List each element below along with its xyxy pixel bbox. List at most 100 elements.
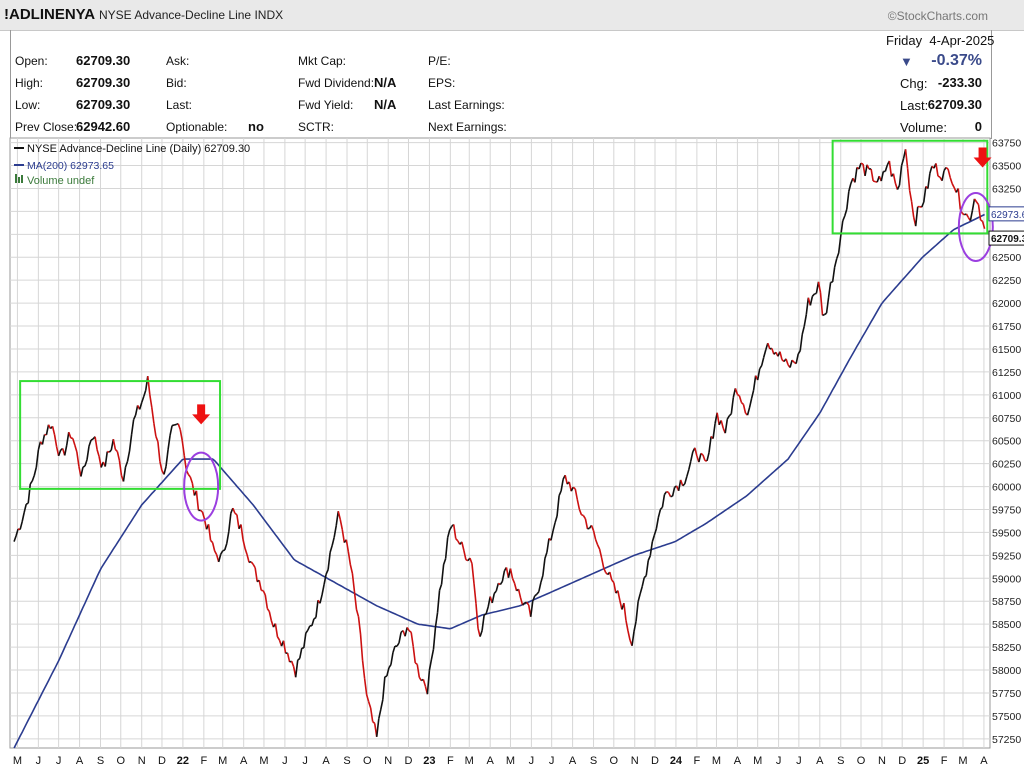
price-segment	[181, 440, 186, 456]
price-segment	[608, 571, 613, 581]
price-segment	[633, 620, 637, 632]
x-tick-label: O	[116, 755, 125, 767]
price-segment	[485, 606, 489, 615]
x-tick-label: O	[857, 755, 866, 767]
price-segment	[659, 506, 664, 510]
price-segment	[546, 538, 550, 553]
price-segment	[469, 557, 473, 564]
last-price-label: Last:	[900, 98, 929, 113]
price-segment	[463, 550, 467, 560]
price-segment	[951, 183, 955, 188]
price-segment	[590, 525, 595, 531]
price-segment	[325, 569, 329, 575]
price-segment	[501, 570, 506, 582]
price-segment	[947, 169, 951, 178]
high-value: 62709.30	[76, 75, 131, 90]
price-segment	[74, 444, 78, 453]
price-segment	[760, 357, 765, 366]
price-segment	[311, 618, 315, 626]
price-segment	[945, 166, 949, 170]
exchange-label: INDX	[254, 8, 284, 22]
price-segment	[824, 312, 828, 316]
last-label: Last:	[166, 98, 193, 112]
price-segment	[550, 530, 554, 541]
price-segment	[367, 701, 372, 709]
price-segment	[410, 632, 415, 647]
price-segment	[880, 171, 885, 182]
x-tick-label: J	[776, 755, 782, 767]
price-segment	[908, 190, 913, 203]
price-segment	[177, 423, 181, 430]
price-segment	[134, 405, 139, 416]
price-segment	[805, 297, 810, 315]
ma-value-tag	[988, 206, 1024, 222]
fwd-yield-value: N/A	[374, 97, 397, 112]
price-segment	[268, 611, 273, 621]
down-triangle-icon: ▼	[900, 54, 913, 69]
pe-label: P/E:	[428, 54, 451, 68]
y-tick-label: 61500	[992, 344, 1021, 356]
price-segment	[86, 446, 90, 461]
price-segment	[522, 602, 526, 606]
price-segment	[980, 219, 984, 223]
price-segment	[232, 507, 236, 514]
price-segment	[896, 184, 901, 190]
price-segment	[94, 436, 98, 450]
price-segment	[151, 407, 155, 424]
price-segment	[647, 555, 652, 561]
sctr-label: SCTR:	[298, 120, 334, 134]
price-segment	[169, 425, 173, 436]
price-segment	[264, 594, 269, 609]
price-segment	[250, 561, 254, 565]
price-segment	[491, 593, 496, 604]
price-segment	[801, 325, 806, 335]
price-segment	[35, 449, 40, 468]
x-tick-label: S	[590, 755, 597, 767]
percent-change: -0.37%	[931, 52, 982, 69]
price-segment	[132, 414, 137, 421]
price-segment	[534, 593, 538, 597]
price-segment	[404, 627, 408, 637]
low-value: 62709.30	[76, 97, 131, 112]
price-segment	[240, 524, 244, 540]
price-segment	[803, 314, 808, 327]
price-segment	[740, 401, 745, 406]
price-segment	[298, 648, 303, 659]
price-segment	[941, 170, 945, 181]
price-segment	[730, 397, 735, 414]
price-segment	[432, 626, 437, 650]
x-tick-label: 22	[177, 755, 189, 767]
price-segment	[552, 522, 556, 532]
price-segment	[189, 476, 194, 484]
price-segment	[349, 564, 354, 574]
price-segment	[785, 358, 789, 366]
price-segment	[685, 469, 690, 478]
price-segment	[319, 594, 323, 604]
price-segment	[63, 445, 68, 456]
x-tick-label: A	[569, 755, 577, 767]
price-segment	[653, 528, 658, 536]
price-segment	[837, 235, 842, 254]
price-segment	[635, 601, 639, 622]
x-tick-label: D	[651, 755, 659, 767]
price-segment	[596, 544, 601, 550]
price-segment	[337, 510, 342, 520]
x-tick-label: M	[712, 755, 721, 767]
price-segment	[712, 423, 716, 439]
price-segment	[679, 479, 684, 486]
y-tick-label: 59000	[992, 573, 1021, 585]
fwd-dividend-label: Fwd Dividend:	[298, 76, 375, 90]
price-segment	[666, 490, 669, 494]
price-segment	[149, 394, 153, 408]
price-segment	[558, 490, 562, 497]
y-tick-label: 63250	[992, 183, 1021, 195]
quote-day: Friday	[886, 33, 923, 48]
price-segment	[234, 512, 238, 516]
legend-ma: MA(200) 62973.65	[27, 160, 114, 172]
price-segment	[513, 582, 518, 591]
price-segment	[892, 173, 897, 184]
price-segment	[937, 175, 941, 178]
price-segment	[412, 646, 417, 663]
price-segment	[613, 582, 617, 594]
